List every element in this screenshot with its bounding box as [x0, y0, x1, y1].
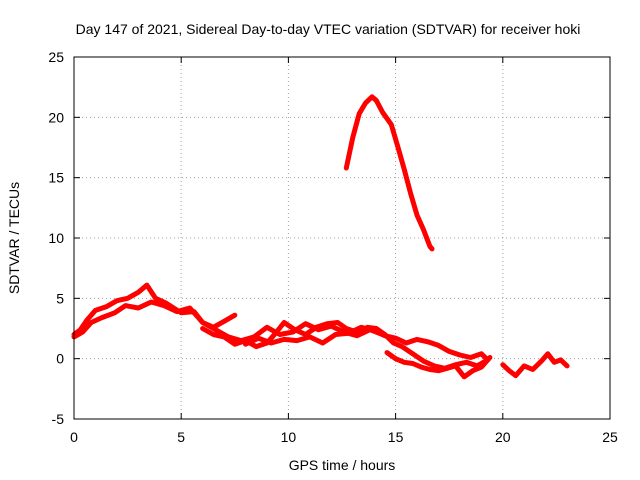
y-tick-label: 10 — [48, 230, 64, 246]
y-tick-label: 15 — [48, 170, 64, 186]
x-tick-label: 0 — [70, 429, 78, 445]
y-tick-label: -5 — [52, 411, 65, 427]
grid — [74, 57, 610, 419]
x-tick-label: 20 — [495, 429, 511, 445]
y-tick-label: 5 — [56, 290, 64, 306]
series-line-track-d — [243, 324, 491, 363]
x-tick-label: 5 — [177, 429, 185, 445]
x-axis-label: GPS time / hours — [289, 457, 396, 473]
y-tick-label: 20 — [48, 109, 64, 125]
series-line-track-b — [71, 299, 386, 344]
chart-title: Day 147 of 2021, Sidereal Day-to-day VTE… — [76, 21, 581, 37]
y-tick-label: 25 — [48, 49, 64, 65]
y-tick-label: 0 — [56, 351, 64, 367]
x-tick-label: 10 — [281, 429, 297, 445]
y-axis-label: SDTVAR / TECUs — [6, 182, 22, 294]
series-line-track-f — [500, 351, 570, 379]
axis-ticks: 0 5 10 15 20 25 -5 0 5 10 15 20 25 — [48, 49, 618, 445]
x-tick-label: 15 — [388, 429, 404, 445]
data-series — [71, 94, 570, 380]
series-line-track-g — [343, 94, 435, 252]
x-tick-label: 25 — [602, 429, 618, 445]
series-line-track-c — [200, 320, 489, 371]
series-line-track-e — [384, 350, 493, 380]
